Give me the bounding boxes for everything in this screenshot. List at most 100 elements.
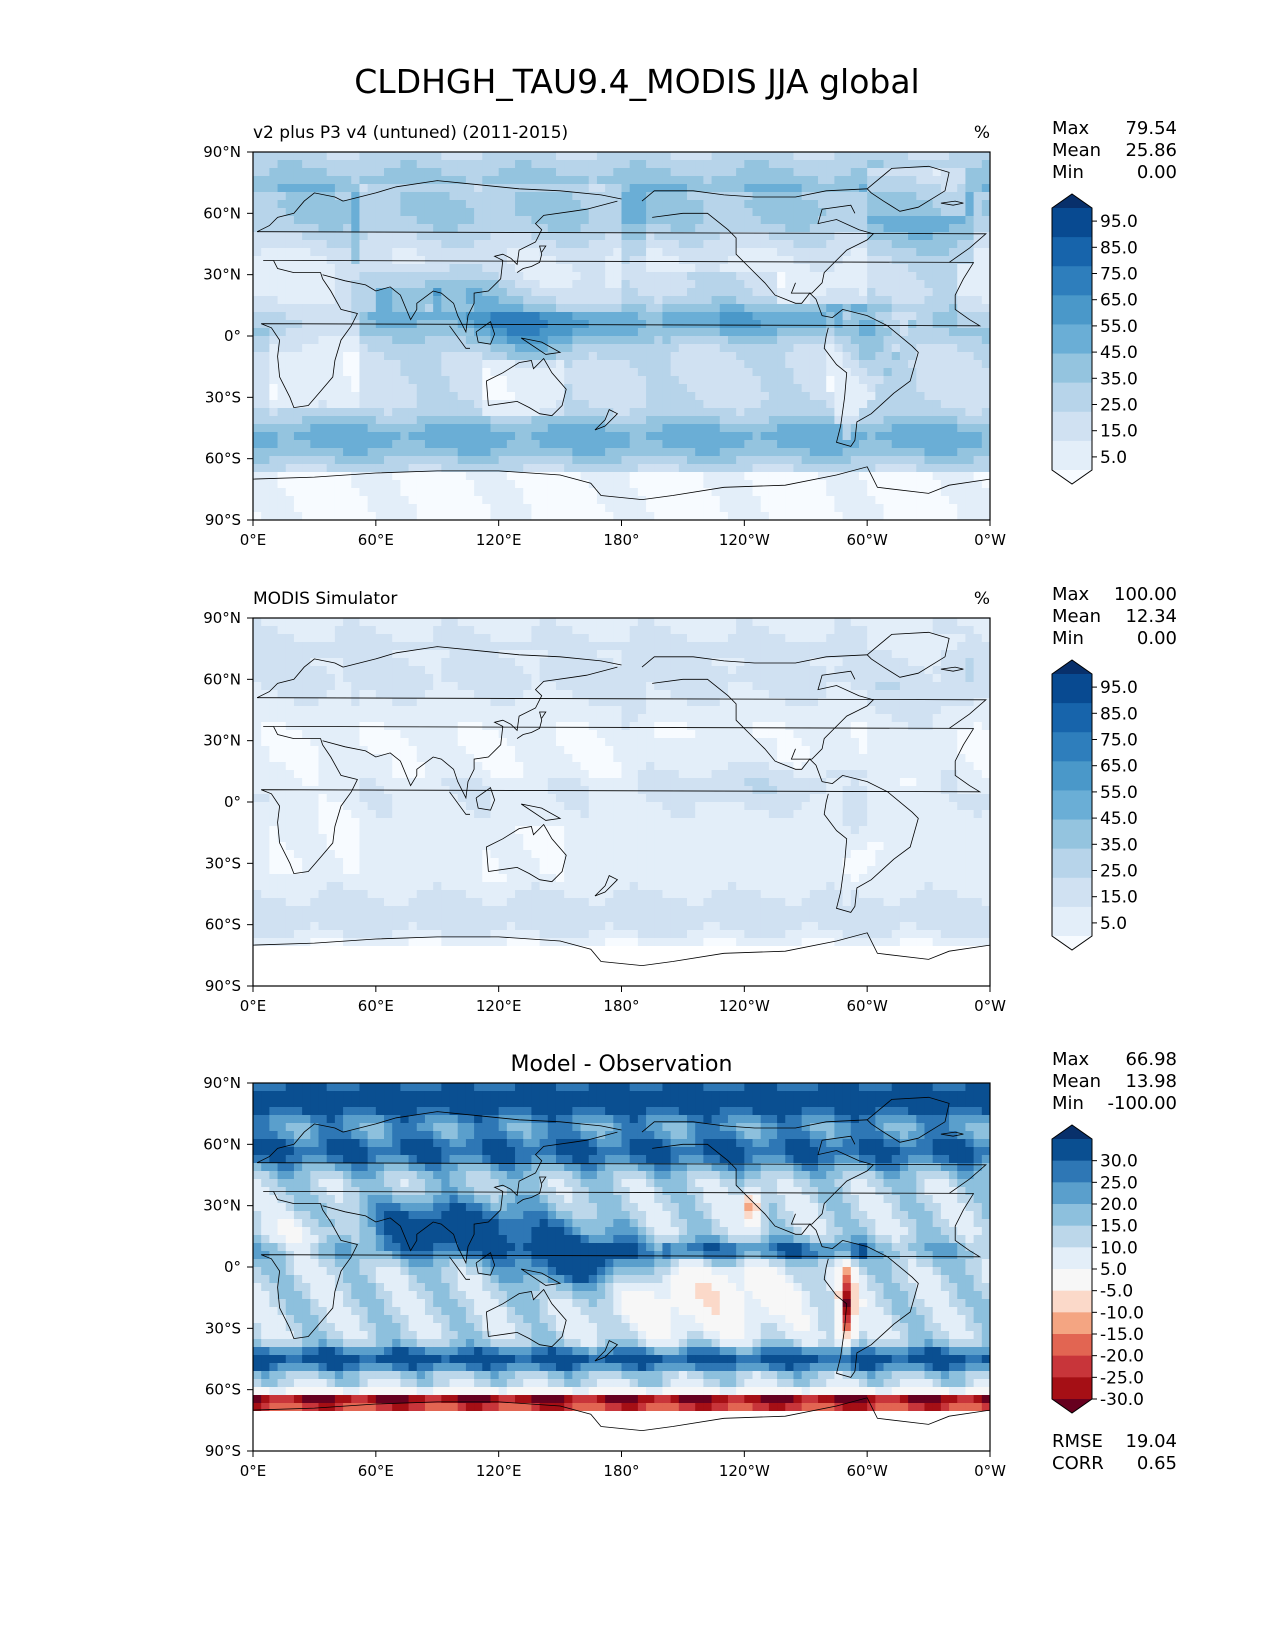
panel-title: v2 plus P3 v4 (untuned) (2011-2015) (253, 123, 568, 143)
colorbar-segment (1052, 819, 1092, 850)
colorbar-segment (1052, 382, 1092, 413)
colorbar-label: 20.0 (1100, 1195, 1138, 1215)
colorbar-outline (1051, 659, 1093, 951)
coastline (322, 200, 618, 334)
coastline (516, 711, 547, 739)
colorbar-segment (1052, 1247, 1092, 1270)
coastline (475, 321, 496, 345)
colorbar-label: 25.0 (1100, 1173, 1138, 1193)
panel-diff: Model - Observation 90°N 60°N 30°N 0° 30°S 60°… (203, 1049, 1177, 1480)
coastline (594, 875, 619, 897)
lat-tick-label: 90°N (203, 143, 241, 161)
lon-tick-label: 0°W (974, 997, 1006, 1015)
colorbar-label: 55.0 (1100, 783, 1138, 803)
footer-stat-value: 19.04 (1125, 1431, 1177, 1452)
stat-value: 79.54 (1125, 118, 1177, 139)
panel-title: Model - Observation (511, 1052, 733, 1077)
stat-label: Min (1052, 162, 1084, 183)
coastline (652, 678, 919, 913)
colorbar-label: 95.0 (1100, 678, 1138, 698)
map-ref: 90°N 60°N 30°N 0° 30°S 60°S 90°S 0°E 60°E 120°E 18… (203, 609, 1006, 1015)
lon-tick-label: 0°W (974, 1462, 1006, 1480)
lon-tick-label: 60°W (846, 531, 888, 549)
lon-tick-label: 120°E (476, 531, 522, 549)
colorbar-label: 15.0 (1100, 422, 1138, 442)
colorbar-segment (1052, 411, 1092, 442)
coastline (485, 823, 567, 883)
coastline (261, 1191, 982, 1340)
lon-tick-label: 120°W (719, 997, 770, 1015)
colorbar-segment (1052, 877, 1092, 908)
colorbar-segment (1052, 1290, 1092, 1313)
colorbar-segment (1052, 1182, 1092, 1205)
lon-tick-label: 120°E (476, 1462, 522, 1480)
lon-tick-label: 0°E (240, 531, 267, 549)
colorbar-segment (1052, 1225, 1092, 1248)
colorbar-segment (1052, 732, 1092, 762)
colorbar-label: 30.0 (1100, 1152, 1138, 1172)
lon-tick-label: 180° (603, 531, 639, 549)
coastline (866, 1096, 950, 1143)
stat-value: 66.98 (1125, 1049, 1177, 1070)
panel-ref: MODIS Simulator %90°N60°N30°N0°30°S60°S90… (203, 584, 1177, 1015)
colorbar-segment (1052, 295, 1092, 325)
stat-label: Min (1052, 1093, 1084, 1114)
lon-tick-label: 60°E (358, 531, 394, 549)
stat-value: 0.00 (1137, 628, 1177, 649)
stat-value: 100.00 (1114, 584, 1177, 605)
colorbar-segment (1052, 1312, 1092, 1335)
colorbar-label: 45.0 (1100, 809, 1138, 829)
colorbar-extend-bottom (1052, 470, 1092, 484)
coastline (940, 200, 964, 206)
stat-label: Mean (1052, 1071, 1101, 1092)
colorbar-segment (1052, 674, 1092, 704)
map-diff: 90°N 60°N 30°N 0° 30°S 60°S 90°S 0°E 60°E 120°E 18… (203, 1074, 1006, 1480)
lat-tick-label: 60°S (205, 450, 241, 468)
coastline (449, 791, 470, 815)
colorbar-test: 95.0 85.0 75.0 65.0 55.0 45.0 35.0 25.0 15.0 5.0 (1051, 193, 1138, 485)
field-diff (253, 1083, 990, 1451)
coastline (594, 409, 619, 431)
lat-tick-label: 90°N (203, 1074, 241, 1092)
colorbar-label: 5.0 (1100, 1260, 1127, 1280)
coastline (256, 1123, 987, 1194)
colorbar-segment (1052, 353, 1092, 384)
coastline (866, 631, 950, 678)
colorbar-segment (1052, 440, 1092, 471)
coastline (253, 1397, 990, 1432)
colorbar-segment (1052, 1334, 1092, 1357)
lat-tick-label: 30°S (205, 854, 241, 872)
coastline (449, 325, 470, 349)
lon-tick-label: 180° (603, 997, 639, 1015)
lat-tick-label: 60°N (203, 204, 241, 222)
colorbar-label: 85.0 (1100, 238, 1138, 258)
stat-value: 25.86 (1125, 140, 1177, 161)
coastline (516, 1176, 547, 1204)
colorbar-label: 65.0 (1100, 291, 1138, 311)
colorbar-label: -15.0 (1100, 1325, 1144, 1345)
colorbar-extend-top (1052, 660, 1092, 674)
colorbar-label: -30.0 (1100, 1390, 1144, 1410)
coastline (790, 204, 875, 294)
lat-tick-label: 90°N (203, 609, 241, 627)
coastline (343, 1111, 622, 1133)
coastline (520, 337, 562, 355)
colorbar-extend-top (1052, 194, 1092, 208)
lon-tick-label: 120°W (719, 1462, 770, 1480)
colorbar-segment (1052, 906, 1092, 937)
lon-tick-label: 120°E (476, 997, 522, 1015)
coastline (253, 466, 990, 501)
coastline (475, 1252, 496, 1276)
field-test (253, 152, 990, 520)
colorbar-segment (1052, 1160, 1092, 1183)
colorbar-segment (1052, 237, 1092, 267)
colorbar-ref: 95.0 85.0 75.0 65.0 55.0 45.0 35.0 25.0 15.0 5.0 (1051, 659, 1138, 951)
lat-tick-label: 60°N (203, 670, 241, 688)
stat-value: -100.00 (1108, 1093, 1177, 1114)
colorbar-label: 15.0 (1100, 888, 1138, 908)
lat-tick-label: 30°N (203, 1197, 241, 1215)
lon-tick-label: 0°E (240, 1462, 267, 1480)
map-test: 90°N 60°N 30°N 0° 30°S 60°S 90°S 0°E 60°E 120°E 18… (203, 143, 1006, 549)
stat-label: Max (1052, 1049, 1090, 1070)
coastline (940, 1131, 964, 1137)
